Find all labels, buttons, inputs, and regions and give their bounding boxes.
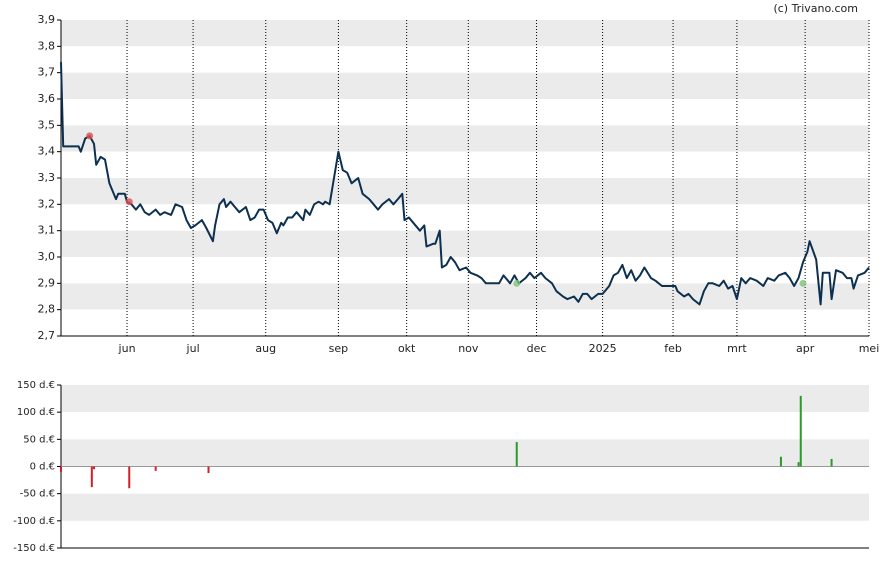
y-tick-label: 50 d.€ [23,434,55,445]
grid-band [61,439,869,467]
x-tick-label: aug [255,342,276,355]
y-tick-label: 3,2 [38,197,56,210]
volume-bar [797,462,800,467]
y-tick-label: 2,8 [38,303,56,316]
grid-band [61,283,869,310]
volume-bar [515,442,518,467]
y-tick-label: -100 d.€ [13,516,55,527]
grid-band [61,178,869,205]
volume-bar [90,466,93,488]
volume-bar [830,458,833,467]
x-tick-label: nov [458,342,479,355]
grid-band [61,230,869,257]
y-tick-label: 2,7 [38,329,56,342]
y-tick-label: 3,5 [38,118,56,131]
y-tick-label: 3,4 [38,145,56,158]
x-tick-label: jul [186,342,200,355]
signal-marker [125,198,133,206]
y-tick-label: 2,9 [38,276,56,289]
grid-band [61,20,869,47]
volume-bar [207,466,210,474]
volume-bar [154,466,157,471]
y-tick-label: 150 d.€ [17,380,55,391]
x-tick-label: dec [527,342,547,355]
grid-band [61,466,869,494]
y-tick-label: 3,9 [38,13,56,26]
grid-band [61,125,869,152]
price-line [60,62,870,306]
grid-band [61,257,869,284]
x-tick-label: apr [796,342,815,355]
signal-marker [86,132,94,140]
volume-bar [799,395,802,467]
x-tick-label: okt [398,342,416,355]
credit: (c) Trivano.com [773,2,858,15]
grid-band [61,412,869,440]
grid-band [61,99,869,126]
x-tick-label: feb [664,342,682,355]
grid-band [61,72,869,99]
y-tick-label: 3,7 [38,66,56,79]
y-tick-label: 3,1 [38,224,56,237]
volume-bar [93,466,96,470]
grid-band [61,493,869,521]
axis [60,385,869,549]
axis [60,20,869,337]
signal-marker [513,279,521,287]
volume-bar [128,466,131,489]
grid-band [61,309,869,336]
x-tick-label: mrt [727,342,747,355]
volume-bar [779,456,782,467]
y-tick-label: -50 d.€ [20,489,55,500]
x-tick-label: jun [118,342,136,355]
grid-band [61,520,869,548]
signal-marker [799,279,807,287]
y-tick-label: -150 d.€ [13,543,55,554]
y-tick-label: 3,0 [38,250,56,263]
x-tick-label: mei [859,342,880,355]
y-tick-label: 3,8 [38,39,56,52]
x-tick-label: sep [329,342,348,355]
grid-band [61,46,869,73]
grid-band [61,151,869,178]
volume-bar [60,466,62,472]
y-tick-label: 3,6 [38,92,56,105]
grid-band [61,385,869,413]
x-tick-label: 2025 [589,342,617,355]
y-tick-label: 100 d.€ [17,407,55,418]
y-tick-label: 3,3 [38,171,56,184]
y-tick-label: 0 d.€ [30,462,55,473]
